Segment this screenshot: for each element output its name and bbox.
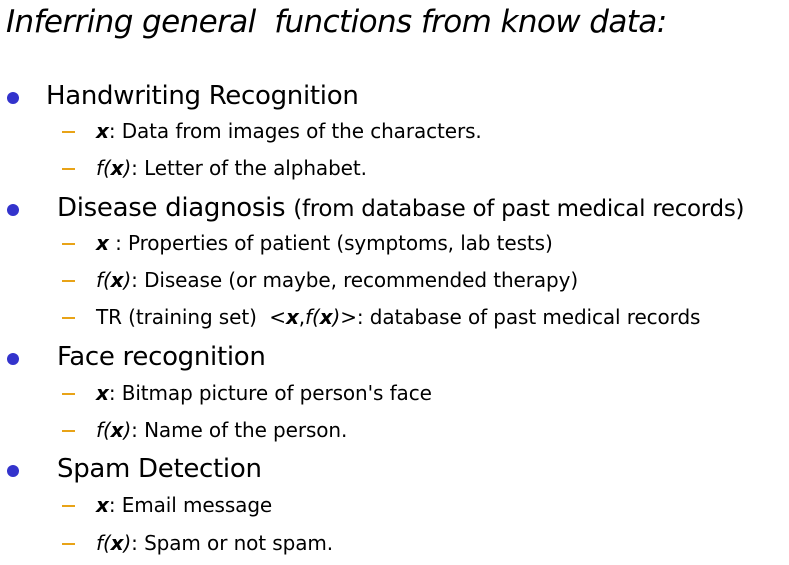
- list-item: x: Email message: [96, 493, 273, 517]
- dash-icon: [62, 280, 75, 282]
- list-item: f(x): Spam or not spam.: [96, 531, 333, 555]
- dash-icon: [62, 317, 75, 319]
- list-item: f(x): Name of the person.: [96, 418, 348, 442]
- dash-icon: [62, 430, 75, 432]
- list-item: x: Data from images of the characters.: [96, 119, 482, 143]
- dash-icon: [62, 393, 75, 395]
- list-item: x: Bitmap picture of person's face: [96, 381, 432, 405]
- section-heading: Face recognition: [57, 342, 266, 372]
- bullet-icon: [7, 353, 19, 365]
- dash-icon: [62, 505, 75, 507]
- bullet-icon: [7, 204, 19, 216]
- dash-icon: [62, 543, 75, 545]
- section-heading: Disease diagnosis (from database of past…: [57, 193, 745, 223]
- dash-icon: [62, 243, 75, 245]
- bullet-icon: [7, 92, 19, 104]
- list-item: x : Properties of patient (symptoms, lab…: [96, 231, 553, 255]
- dash-icon: [62, 131, 75, 133]
- section-heading: Handwriting Recognition: [46, 81, 359, 111]
- list-item: TR (training set) <x,f(x)>: database of …: [96, 305, 701, 329]
- list-item: f(x): Letter of the alphabet.: [96, 156, 367, 180]
- section-heading: Spam Detection: [57, 454, 262, 484]
- slide-title: Inferring general functions from know da…: [6, 4, 667, 40]
- list-item: f(x): Disease (or maybe, recommended the…: [96, 268, 579, 292]
- bullet-icon: [7, 465, 19, 477]
- dash-icon: [62, 168, 75, 170]
